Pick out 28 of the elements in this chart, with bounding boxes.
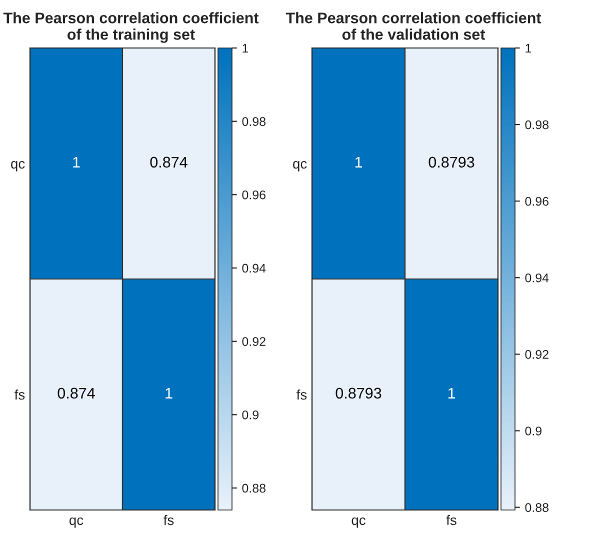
color-bar-label: 0.9 <box>525 426 542 436</box>
data-label: 1 <box>166 388 172 398</box>
color-bar-label: 0.98 <box>525 120 549 130</box>
data-label: 1 <box>73 156 80 168</box>
color-bar-label: 0.88 <box>525 503 549 512</box>
color-bar-label: 1 <box>242 44 248 53</box>
color-bar-label: 0.9 <box>242 410 259 420</box>
data-label: 0.8793 <box>428 156 474 168</box>
data-label: 0.8793 <box>336 388 382 399</box>
color-bar-label: 0.88 <box>242 484 266 493</box>
x-tick-label: fs <box>164 514 174 526</box>
data-label: 1 <box>448 388 456 398</box>
data-label: 0.874 <box>58 388 95 399</box>
chart-title: The Pearson correlation coefficient of the training set <box>3 12 259 43</box>
color-bar-label: 0.92 <box>525 350 548 359</box>
color-bar-label: 0.92 <box>242 337 266 346</box>
chart-title: The Pearson correlation coefficient of the validation set <box>286 12 542 40</box>
color-bar-label: 0.96 <box>242 190 266 200</box>
color-bar-label: 0.98 <box>242 117 266 126</box>
color-bar-label: 0.94 <box>525 273 549 282</box>
color-bar-label: 0.94 <box>242 264 266 273</box>
color-bar-label: 1 <box>526 44 532 53</box>
data-label: 1 <box>355 156 362 168</box>
x-tick-label: qc <box>352 517 366 528</box>
x-tick-label: fs <box>446 514 456 526</box>
data-label: 0.874 <box>150 156 188 168</box>
x-tick-label: qc <box>70 517 84 528</box>
color-bar-label: 0.96 <box>525 196 548 206</box>
